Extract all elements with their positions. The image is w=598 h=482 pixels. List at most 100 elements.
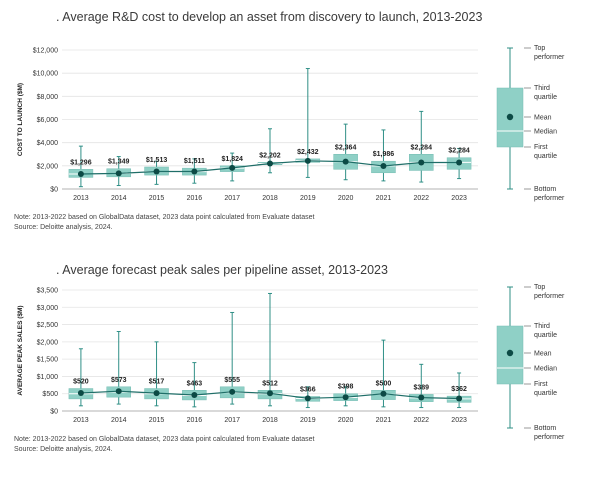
mean-dot: [77, 170, 84, 177]
x-tick-label: 2016: [187, 417, 203, 424]
mean-dot: [191, 168, 198, 175]
y-axis-title: AVERAGE PEAK SALES ($M): [17, 305, 24, 395]
chart-panel-peak-sales: . Average forecast peak sales per pipeli…: [0, 240, 598, 477]
x-tick-label: 2019: [300, 195, 316, 202]
legend-mean: Mean: [534, 115, 552, 122]
x-tick-label: 2022: [413, 195, 429, 202]
mean-data-label: $2,202: [259, 152, 281, 159]
mean-dot: [342, 158, 349, 165]
mean-dot: [342, 394, 349, 401]
y-tick-label: $0: [50, 409, 58, 416]
legend-mean-dot: [506, 113, 514, 121]
y-tick-label: $8,000: [37, 94, 59, 101]
x-tick-label: 2020: [338, 417, 354, 424]
legend-bottom-performer-line2: performer: [534, 195, 565, 202]
y-tick-label: $1,500: [37, 357, 59, 364]
x-tick-label: 2014: [111, 417, 127, 424]
legend-bottom-performer-line2: performer: [534, 434, 565, 441]
legend-bottom-performer-line1: Bottom: [534, 425, 556, 432]
x-tick-label: 2022: [413, 417, 429, 424]
x-tick-label: 2023: [451, 417, 467, 424]
chart-title: . Average R&D cost to develop an asset f…: [56, 10, 483, 24]
x-tick-label: 2021: [376, 195, 392, 202]
x-tick-label: 2021: [376, 417, 392, 424]
x-tick-label: 2019: [300, 417, 316, 424]
legend-third-quartile-line1: Third: [534, 85, 550, 92]
legend-top-performer-line2: performer: [534, 54, 565, 61]
x-tick-label: 2020: [338, 195, 354, 202]
legend-mean: Mean: [534, 351, 552, 358]
mean-dot: [153, 390, 160, 397]
chart-rd-cost: $0 $2,000 $4,000 $6,000 $8,000 $10,000 $12,000…: [17, 45, 565, 202]
y-tick-label: $10,000: [33, 71, 58, 78]
mean-data-label: $398: [338, 384, 354, 391]
mean-data-label: $1,296: [70, 159, 92, 166]
mean-dot: [115, 170, 122, 177]
x-tick-label: 2015: [149, 195, 165, 202]
legend-first-quartile-line1: First: [534, 381, 548, 388]
legend-third-quartile-line2: quartile: [534, 332, 557, 339]
mean-data-label: $362: [451, 386, 467, 393]
legend-top-performer-line1: Top: [534, 45, 545, 52]
legend-median: Median: [534, 366, 557, 373]
x-tick-label: 2023: [451, 195, 467, 202]
mean-dot: [267, 160, 273, 167]
y-tick-label: $1,000: [37, 374, 59, 381]
mean-dot: [456, 395, 463, 402]
mean-data-label: $520: [73, 379, 89, 386]
y-tick-label: $3,000: [37, 305, 59, 312]
mean-data-label: $2,284: [448, 148, 470, 155]
mean-data-label: $2,364: [335, 144, 357, 151]
mean-data-label: $366: [300, 386, 316, 393]
y-tick-label: $2,000: [37, 339, 59, 346]
legend-median: Median: [534, 129, 557, 136]
mean-dot: [304, 395, 311, 402]
mean-dot: [229, 164, 236, 171]
y-axis-title: COST TO LAUNCH ($M): [17, 83, 24, 156]
mean-dot: [115, 388, 122, 395]
mean-dot: [267, 390, 273, 397]
mean-dot: [456, 159, 463, 166]
legend-third-quartile-line1: Third: [534, 323, 550, 330]
legend-third-quartile-line2: quartile: [534, 94, 557, 101]
y-tick-label: $2,000: [37, 163, 59, 170]
mean-data-label: $517: [149, 379, 165, 386]
y-tick-label: $6,000: [37, 117, 59, 124]
legend-top-performer-line1: Top: [534, 284, 545, 291]
x-tick-label: 2015: [149, 417, 165, 424]
mean-data-label: $463: [187, 380, 203, 387]
x-tick-label: 2013: [73, 195, 89, 202]
mean-dot: [229, 388, 236, 395]
mean-dot: [418, 159, 425, 166]
mean-dot: [77, 390, 84, 397]
y-tick-label: $500: [42, 391, 58, 398]
chart-source: Source: Deloitte analysis, 2024.: [14, 446, 113, 453]
chart-peak-sales: $0 $500 $1,000 $1,500 $2,000 $2,500 $3,000 $3,5…: [17, 284, 565, 441]
x-tick-label: 2014: [111, 195, 127, 202]
chart-title: . Average forecast peak sales per pipeli…: [56, 263, 388, 277]
mean-data-label: $2,432: [297, 149, 319, 156]
x-tick-label: 2017: [224, 195, 240, 202]
mean-dot: [153, 168, 160, 175]
mean-data-label: $1,513: [146, 157, 168, 164]
chart-panel-rd-cost: . Average R&D cost to develop an asset f…: [0, 0, 598, 240]
y-tick-label: $3,500: [37, 288, 59, 295]
y-tick-label: $12,000: [33, 48, 58, 55]
mean-dot: [418, 394, 425, 401]
legend-mean-dot: [506, 349, 514, 357]
x-tick-label: 2016: [187, 195, 203, 202]
mean-data-label: $389: [413, 384, 429, 391]
legend-top-performer-line2: performer: [534, 293, 565, 300]
legend-first-quartile-line1: First: [534, 144, 548, 151]
mean-data-label: $555: [224, 377, 240, 384]
x-tick-label: 2018: [262, 417, 278, 424]
mean-dot: [380, 390, 387, 397]
mean-data-label: $512: [262, 380, 278, 387]
mean-data-label: $1,349: [108, 159, 130, 166]
mean-dot: [304, 157, 311, 164]
chart-note: Note: 2013-2022 based on GlobalData data…: [14, 436, 315, 443]
chart-source: Source: Deloitte analysis, 2024.: [14, 224, 113, 231]
x-tick-label: 2018: [262, 195, 278, 202]
x-tick-label: 2013: [73, 417, 89, 424]
legend-first-quartile-line2: quartile: [534, 390, 557, 397]
